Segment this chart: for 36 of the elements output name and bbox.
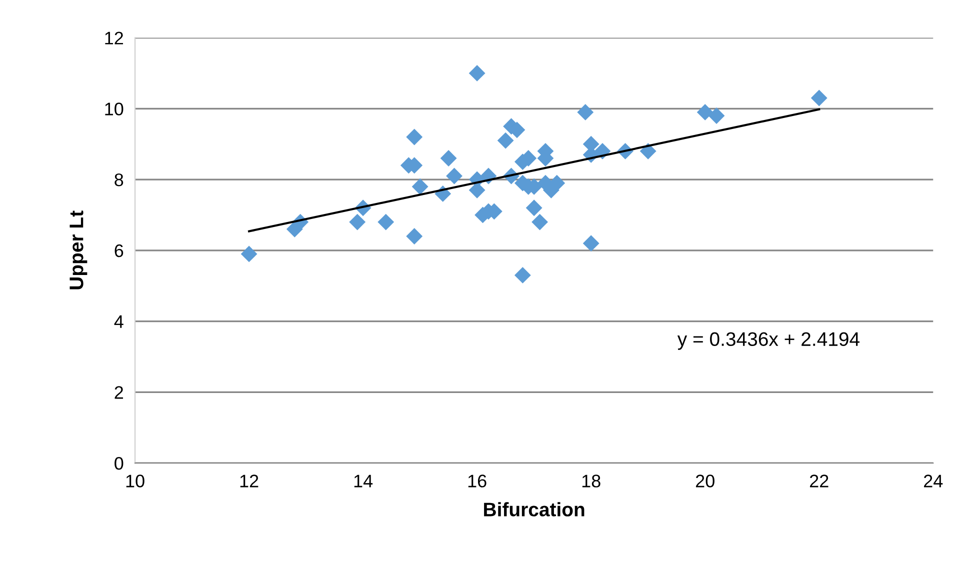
point	[514, 267, 531, 284]
point	[406, 228, 423, 244]
x-tick-label: 24	[924, 474, 943, 488]
point	[532, 214, 548, 230]
y-tick-label: 12	[105, 32, 124, 44]
x-tick-label: 22	[810, 474, 828, 488]
x-axis-title: Bifurcation	[484, 502, 584, 516]
y-tick-label: 8	[114, 173, 124, 186]
annotation: y = 0.3436x + 2.4194	[677, 332, 860, 350]
x-tick-label: 16	[468, 474, 486, 488]
point	[810, 90, 828, 106]
y-tick-label: 2	[114, 386, 124, 399]
x-tick-label: 18	[582, 474, 600, 488]
point	[468, 64, 486, 82]
point	[240, 246, 258, 262]
point	[497, 132, 514, 149]
point	[446, 168, 462, 184]
point	[526, 200, 542, 216]
point	[582, 235, 600, 252]
point	[412, 178, 428, 195]
point	[440, 150, 457, 166]
y-tick-label: 0	[114, 456, 124, 470]
point	[708, 108, 725, 124]
x-tick-label: 20	[696, 474, 714, 488]
x-tick-label: 12	[240, 474, 258, 488]
y-axis-title: Upper Lt	[70, 210, 88, 290]
point	[577, 104, 594, 120]
x-tick-label: 10	[126, 474, 144, 488]
y-tick-label: 6	[114, 244, 124, 258]
y-tick-label: 10	[105, 102, 124, 116]
x-tick-label: 14	[354, 474, 373, 488]
point	[696, 104, 714, 120]
point	[406, 128, 423, 146]
point	[349, 214, 366, 230]
point	[378, 214, 394, 230]
y-tick-label: 4	[114, 315, 124, 328]
